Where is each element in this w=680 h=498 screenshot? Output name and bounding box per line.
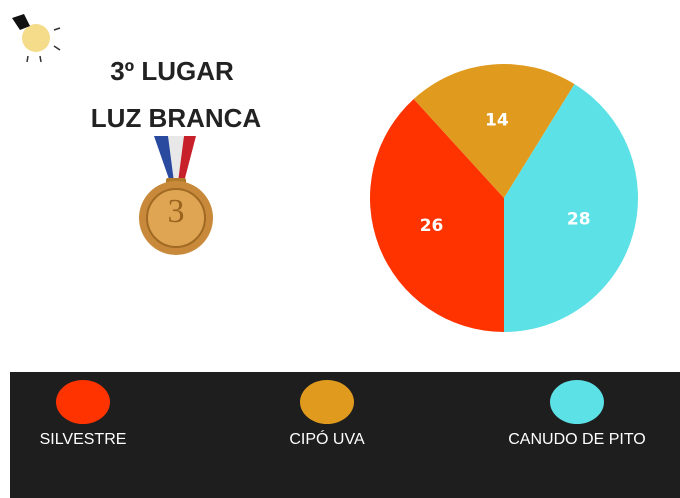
legend-label: CIPÓ UVA xyxy=(289,429,365,448)
slice-label: 14 xyxy=(485,111,509,131)
pie-slice xyxy=(504,84,638,332)
slice-label: 26 xyxy=(420,216,444,236)
legend-swatch xyxy=(300,380,354,424)
pie-slice xyxy=(370,98,504,332)
bulb-icon xyxy=(12,14,61,63)
slice-label: 28 xyxy=(567,209,591,229)
pie-slice xyxy=(413,64,575,198)
medal-number: 3 xyxy=(168,193,185,230)
winner-name: LUZ BRANCA xyxy=(91,103,262,133)
legend-swatch xyxy=(56,380,110,424)
medal-icon: 3 xyxy=(139,136,213,255)
place-title: 3º LUGAR xyxy=(110,56,234,86)
legend-label: SILVESTRE xyxy=(40,431,127,448)
legend-label: CANUDO DE PITO xyxy=(508,431,646,448)
legend-swatch xyxy=(550,380,604,424)
